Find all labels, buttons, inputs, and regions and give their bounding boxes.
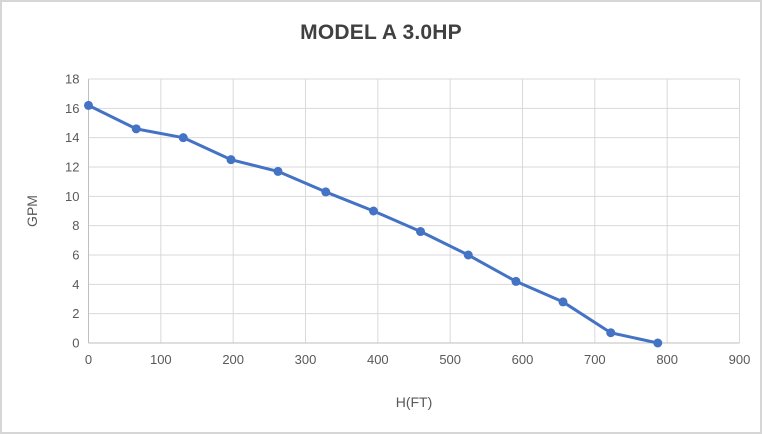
y-tick-label: 18 — [65, 72, 79, 87]
x-axis-title: H(FT) — [395, 394, 433, 410]
x-tick-label: 800 — [656, 352, 678, 367]
x-tick-label: 500 — [439, 352, 461, 367]
chart-title: MODEL A 3.0HP — [300, 21, 462, 44]
data-point-marker — [653, 338, 663, 348]
data-point-marker — [131, 124, 141, 134]
x-tick-label: 0 — [85, 352, 92, 367]
y-tick-label: 14 — [65, 130, 79, 145]
x-tick-label: 900 — [729, 352, 751, 367]
data-point-marker — [606, 328, 616, 338]
y-tick-label: 16 — [65, 101, 79, 116]
data-point-marker — [368, 206, 378, 216]
y-tick-label: 10 — [65, 189, 79, 204]
x-tick-label: 100 — [150, 352, 172, 367]
data-point-marker — [463, 250, 473, 260]
x-tick-label: 400 — [367, 352, 389, 367]
data-point-marker — [511, 276, 521, 286]
series-line — [87, 103, 660, 345]
y-tick-label: 0 — [72, 336, 79, 351]
y-tick-label: 6 — [72, 248, 79, 263]
data-point-marker — [178, 133, 188, 143]
data-point-marker — [226, 155, 236, 165]
y-tick-label: 8 — [72, 218, 79, 233]
x-tick-label: 300 — [295, 352, 317, 367]
x-tick-label: 200 — [222, 352, 244, 367]
data-point-marker — [416, 227, 426, 237]
x-tick-label: 600 — [512, 352, 534, 367]
y-tick-label: 2 — [72, 306, 79, 321]
y-tick-label: 4 — [72, 277, 79, 292]
x-tick-label: 700 — [584, 352, 606, 367]
y-tick-label: 12 — [65, 160, 79, 175]
data-point-marker — [273, 166, 283, 176]
data-point-marker — [321, 187, 331, 197]
data-point-marker — [84, 100, 93, 110]
data-point-marker — [558, 297, 568, 307]
